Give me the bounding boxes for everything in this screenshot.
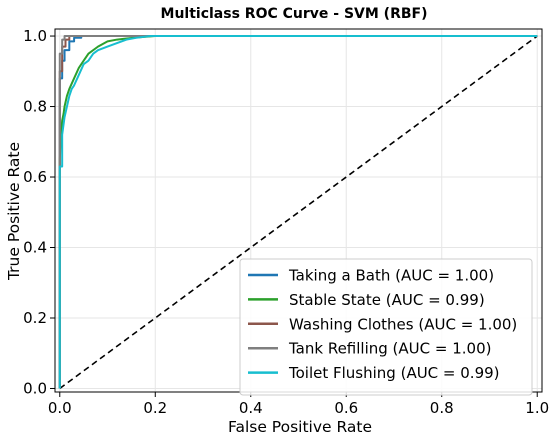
x-tick-label: 0.4 (239, 399, 263, 417)
y-tick-label: 0.8 (23, 98, 47, 116)
legend-label: Taking a Bath (AUC = 1.00) (288, 267, 494, 285)
legend-label: Stable State (AUC = 0.99) (289, 291, 485, 309)
y-tick-label: 0.0 (23, 379, 47, 397)
legend-box (239, 258, 533, 396)
y-tick-label: 0.4 (23, 239, 47, 257)
reference-line (59, 35, 538, 390)
chance-diagonal-line (59, 35, 538, 390)
x-tick-label: 1.0 (525, 399, 549, 417)
y-tick-label: 0.6 (23, 168, 47, 186)
x-ticks: 0.0 0.2 0.4 0.6 0.8 1.0 (48, 392, 549, 417)
y-tick-label: 1.0 (23, 27, 47, 45)
roc-line-5 (58, 35, 538, 389)
x-axis-label: False Positive Rate (228, 418, 372, 436)
x-tick-label: 0.2 (143, 399, 167, 417)
x-tick-label: 0.0 (48, 399, 72, 417)
chart-title: Multiclass ROC Curve - SVM (RBF) (161, 6, 428, 22)
x-tick-label: 0.6 (334, 399, 358, 417)
roc-line-1 (58, 35, 538, 389)
y-ticks: 0.0 0.2 0.4 0.6 0.8 1.0 (23, 27, 55, 397)
y-axis-label: True Positive Rate (5, 142, 23, 281)
roc-line-4 (58, 35, 538, 389)
legend-label: Washing Clothes (AUC = 1.00) (289, 315, 517, 333)
legend: Taking a Bath (AUC = 1.00) Stable State (… (239, 258, 533, 396)
series-lines (58, 35, 538, 389)
y-tick-label: 0.2 (23, 309, 47, 327)
legend-label: Toilet Flushing (AUC = 0.99) (288, 364, 500, 382)
legend-label: Tank Refilling (AUC = 1.00) (288, 340, 491, 358)
x-tick-label: 0.8 (430, 399, 454, 417)
